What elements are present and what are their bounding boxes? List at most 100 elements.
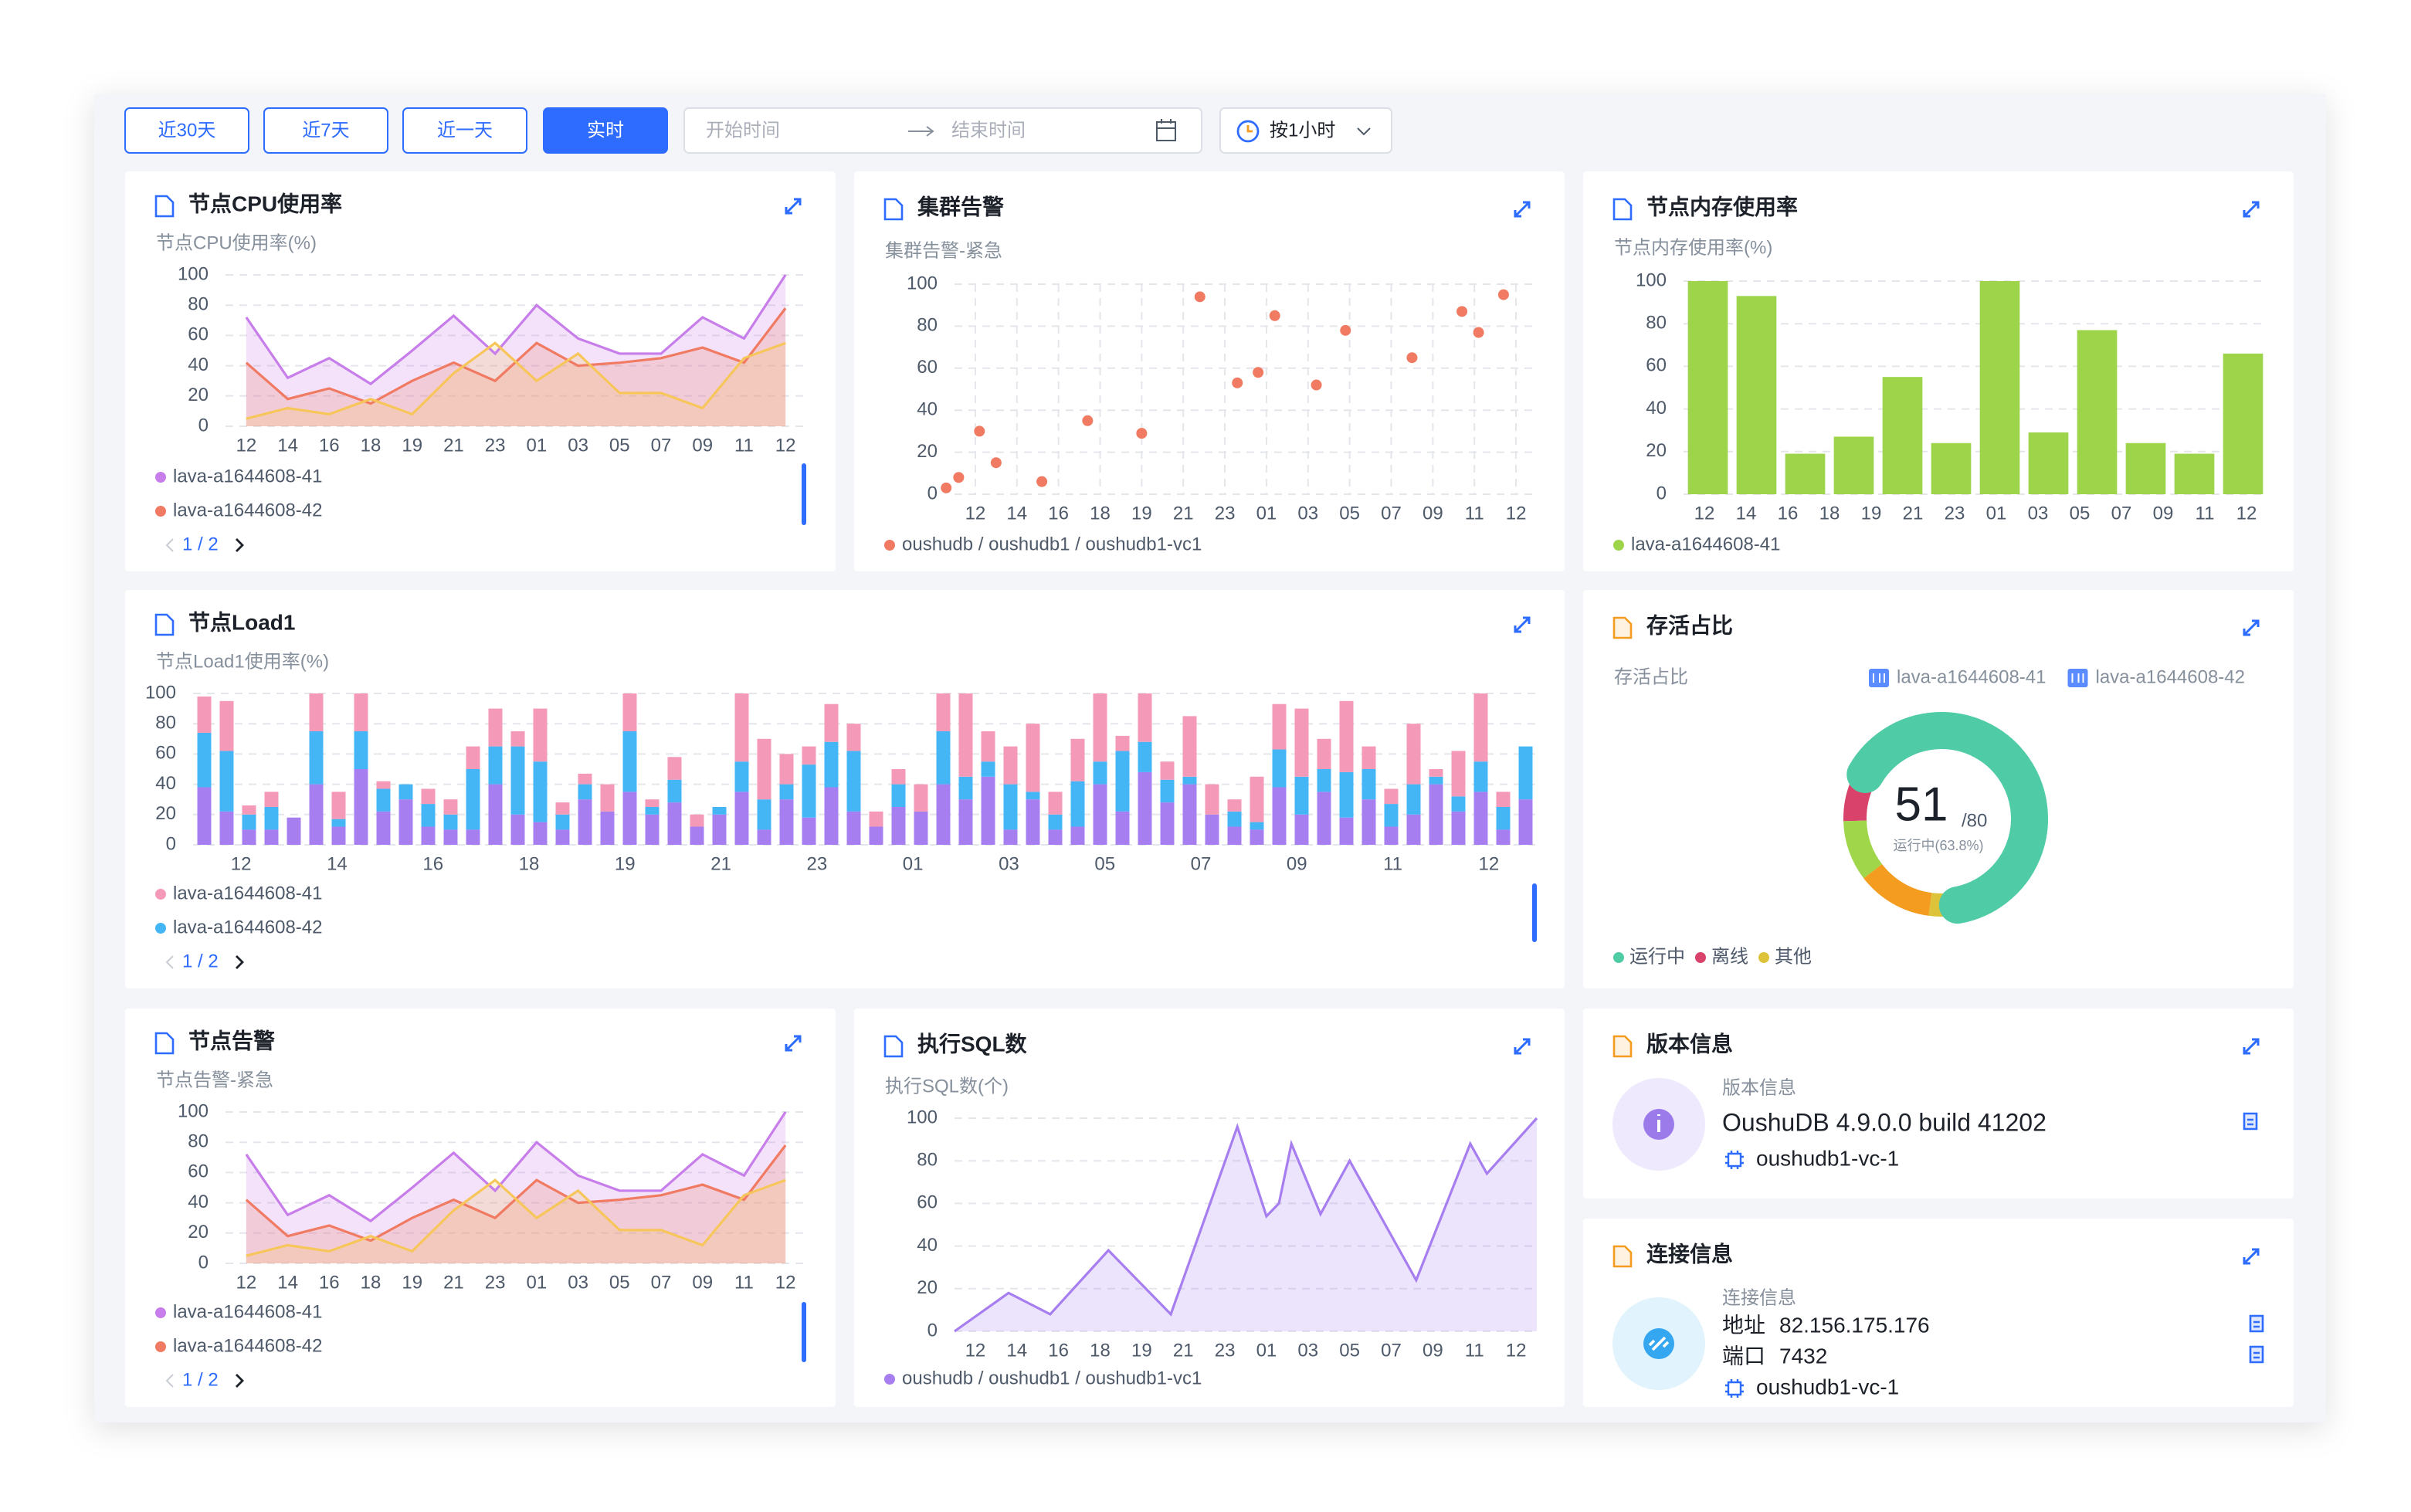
granularity-select[interactable]	[1219, 107, 1392, 154]
pager-prev[interactable]	[165, 538, 174, 552]
legend-swatch	[155, 472, 166, 483]
bar	[219, 700, 234, 751]
x-tick-label: 19	[1131, 1340, 1152, 1361]
bar	[376, 781, 391, 789]
bar	[1115, 735, 1130, 751]
x-tick-label: 16	[1048, 1340, 1069, 1361]
expand-icon[interactable]	[2243, 1248, 2260, 1265]
bar	[1003, 784, 1018, 830]
y-tick-label: 100	[145, 682, 176, 703]
expand-icon[interactable]	[2243, 201, 2260, 218]
y-tick-label: 60	[188, 1161, 209, 1182]
panel-icon	[154, 195, 175, 218]
x-tick-label: 14	[327, 853, 348, 874]
expand-icon[interactable]	[2243, 619, 2260, 636]
bar	[1451, 811, 1466, 845]
bar	[1473, 693, 1488, 762]
x-tick-label: 12	[775, 1272, 796, 1293]
y-tick-label: 100	[907, 1107, 938, 1127]
bar	[802, 746, 816, 765]
copy-icon[interactable]	[2243, 1112, 2258, 1131]
y-tick-label: 80	[917, 315, 938, 336]
y-tick-label: 0	[927, 1320, 938, 1341]
x-tick-label: 14	[277, 435, 298, 456]
date-range-input[interactable]	[683, 107, 1202, 154]
address-label: 地址	[1722, 1313, 1765, 1337]
x-tick-label: 16	[1778, 503, 1799, 524]
cluster-icon	[1725, 1379, 1744, 1398]
x-tick-label: 18	[1090, 1340, 1111, 1361]
chart-subtitle: 节点CPU使用率(%)	[156, 232, 317, 253]
y-tick-label: 60	[188, 324, 209, 345]
pager-next[interactable]	[236, 1374, 244, 1388]
expand-icon[interactable]	[1514, 616, 1531, 633]
bar	[757, 799, 771, 830]
y-tick-label: 60	[1646, 355, 1667, 376]
bar	[1205, 784, 1219, 815]
panel-icon	[883, 198, 904, 221]
chart-subtitle: 存活占比	[1614, 666, 1688, 687]
pager-prev[interactable]	[165, 955, 174, 969]
filter-label: lava-a1644608-41	[1897, 666, 2046, 687]
expand-icon[interactable]	[785, 198, 802, 215]
bar	[1294, 814, 1309, 845]
panel	[1583, 1219, 2294, 1407]
bar	[1182, 716, 1197, 777]
panel	[125, 590, 1565, 988]
pager-prev[interactable]	[165, 1374, 174, 1388]
range-button[interactable]	[402, 107, 527, 154]
range-button[interactable]	[263, 107, 388, 154]
scroll-indicator	[1532, 883, 1537, 942]
bar	[1406, 724, 1421, 785]
legend-label: lava-a1644608-41	[173, 1301, 323, 1322]
bar	[1361, 769, 1376, 800]
x-tick-label: 09	[1423, 503, 1443, 524]
copy-icon[interactable]	[2249, 1345, 2264, 1364]
range-button[interactable]	[124, 107, 249, 154]
bar	[578, 799, 592, 845]
x-tick-label: 23	[1945, 503, 1965, 524]
copy-icon[interactable]	[2249, 1314, 2264, 1333]
bar	[1518, 799, 1533, 845]
x-tick-label: 18	[361, 435, 381, 456]
expand-icon[interactable]	[1514, 1038, 1531, 1055]
x-tick-label: 03	[999, 853, 1019, 874]
expand-icon[interactable]	[785, 1035, 802, 1052]
clock-icon	[1236, 120, 1260, 143]
x-tick-label: 11	[1465, 503, 1484, 524]
bar	[219, 811, 234, 845]
bar	[1003, 829, 1018, 845]
panel-icon	[1612, 1245, 1633, 1268]
series-area	[955, 1118, 1537, 1331]
bar	[1272, 787, 1287, 845]
pager-next[interactable]	[236, 955, 244, 969]
bar	[197, 732, 212, 788]
bar	[824, 787, 839, 845]
bar	[1429, 769, 1443, 777]
range-button[interactable]	[543, 107, 668, 154]
legend-swatch	[155, 1341, 166, 1352]
bar	[914, 784, 928, 812]
bar	[466, 829, 480, 845]
y-tick-label: 40	[1646, 398, 1667, 419]
bar	[600, 811, 615, 845]
expand-icon[interactable]	[1514, 201, 1531, 218]
x-tick-label: 07	[1381, 503, 1402, 524]
x-tick-label: 18	[519, 853, 540, 874]
expand-icon[interactable]	[2243, 1038, 2260, 1055]
bar	[510, 746, 525, 815]
x-tick-label: 01	[1256, 1340, 1277, 1361]
series-area	[246, 308, 786, 426]
bar	[443, 829, 458, 845]
bar	[1384, 826, 1399, 845]
x-tick-label: 12	[236, 435, 257, 456]
scatter-point	[1232, 377, 1243, 388]
bar	[555, 802, 570, 815]
scatter-point	[1311, 379, 1322, 391]
bar	[1361, 799, 1376, 845]
bar	[555, 814, 570, 830]
bar	[1182, 776, 1197, 785]
x-tick-label: 01	[1986, 503, 2007, 524]
pager-next[interactable]	[236, 538, 244, 552]
